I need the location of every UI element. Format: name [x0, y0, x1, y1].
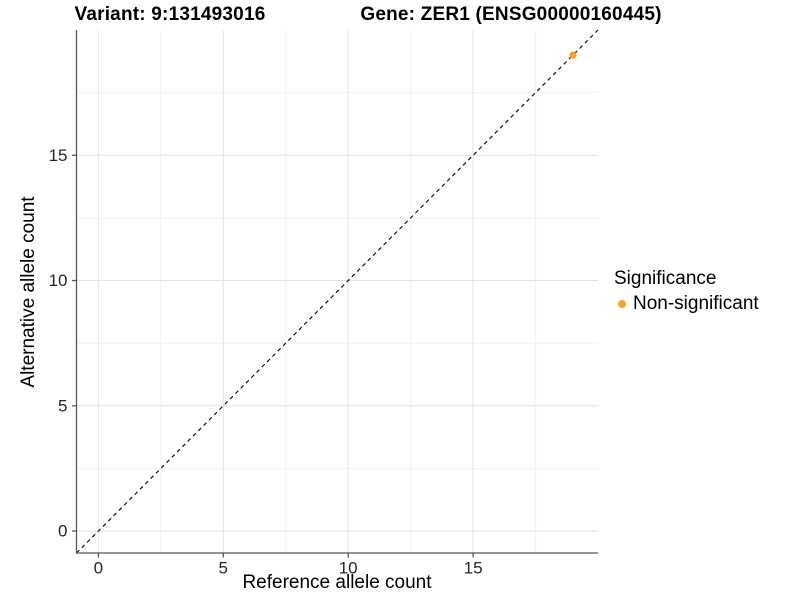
x-tick-label-0: 0: [94, 559, 103, 578]
legend-item-label: Non-significant: [633, 293, 759, 314]
y-tick-label-0: 0: [58, 522, 67, 541]
orange-point-swatch-icon: [618, 300, 626, 308]
identity-dashed-line: [76, 29, 599, 554]
x-tick-label-15: 15: [464, 559, 483, 578]
y-tick-label-10: 10: [49, 271, 68, 290]
x-tick-label-10: 10: [339, 559, 358, 578]
legend-title: Significance: [614, 268, 717, 289]
y-tick-label-5: 5: [58, 396, 67, 415]
y-tick-label-15: 15: [49, 146, 68, 165]
gene-title: Gene: ZER1 (ENSG00000160445): [360, 4, 662, 25]
variant-title: Variant: 9:131493016: [74, 4, 266, 25]
y-axis-title: Alternative allele count: [18, 196, 39, 388]
x-tick-label-5: 5: [219, 559, 228, 578]
x-axis-title: Reference allele count: [242, 572, 432, 593]
legend: Significance Non-significant: [614, 268, 759, 315]
data-point-non-significant-0: [569, 51, 577, 59]
legend-item-non-significant: Non-significant: [614, 293, 759, 315]
